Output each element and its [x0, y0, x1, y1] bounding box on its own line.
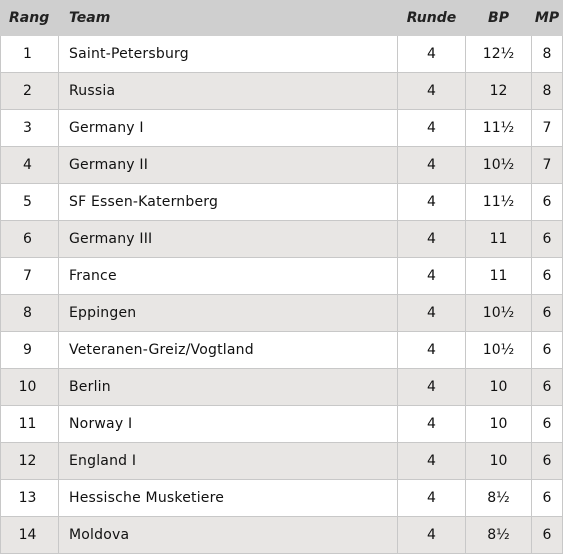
rank-cell: 5 — [0, 183, 59, 221]
rank-cell: 11 — [0, 405, 59, 443]
board-points-cell: 11 — [465, 257, 532, 295]
table-body: 1 Saint-Petersburg 4 12½ 8 2 Russia 4 12 8 3 German… — [0, 35, 563, 554]
rank-cell: 7 — [0, 257, 59, 295]
match-points-cell: 6 — [531, 368, 563, 406]
round-cell: 4 — [397, 146, 466, 184]
team-name-cell: Eppingen — [58, 294, 398, 332]
team-name-cell: Russia — [58, 72, 398, 110]
round-cell: 4 — [397, 331, 466, 369]
team-name-cell: Norway I — [58, 405, 398, 443]
match-points-cell: 7 — [531, 146, 563, 184]
rank-cell: 2 — [0, 72, 59, 110]
table-row: 8 Eppingen 4 10½ 6 — [0, 294, 563, 332]
match-points-cell: 6 — [531, 442, 563, 480]
match-points-cell: 8 — [531, 35, 563, 73]
rank-cell: 9 — [0, 331, 59, 369]
board-points-cell: 8½ — [465, 516, 532, 554]
match-points-cell: 7 — [531, 109, 563, 147]
board-points-cell: 10 — [465, 368, 532, 406]
table-row: 7 France 4 11 6 — [0, 257, 563, 295]
round-cell: 4 — [397, 479, 466, 517]
team-name-cell: Germany III — [58, 220, 398, 258]
table-row: 1 Saint-Petersburg 4 12½ 8 — [0, 35, 563, 73]
round-cell: 4 — [397, 368, 466, 406]
rank-cell: 13 — [0, 479, 59, 517]
round-cell: 4 — [397, 257, 466, 295]
rank-cell: 14 — [0, 516, 59, 554]
table-row: 12 England I 4 10 6 — [0, 442, 563, 480]
board-points-cell: 10½ — [465, 294, 532, 332]
rank-cell: 3 — [0, 109, 59, 147]
match-points-cell: 6 — [531, 294, 563, 332]
team-name-cell: England I — [58, 442, 398, 480]
board-points-cell: 12½ — [465, 35, 532, 73]
table-row: 6 Germany III 4 11 6 — [0, 220, 563, 258]
round-cell: 4 — [397, 72, 466, 110]
table-row: 5 SF Essen-Katernberg 4 11½ 6 — [0, 183, 563, 221]
rank-cell: 4 — [0, 146, 59, 184]
board-points-cell: 10 — [465, 405, 532, 443]
table-row: 14 Moldova 4 8½ 6 — [0, 516, 563, 554]
team-name-cell: Germany II — [58, 146, 398, 184]
table-header: Rang Team Runde BP MP — [0, 0, 563, 36]
header-rank: Rang — [0, 0, 59, 36]
round-cell: 4 — [397, 220, 466, 258]
match-points-cell: 6 — [531, 405, 563, 443]
match-points-cell: 8 — [531, 72, 563, 110]
board-points-cell: 12 — [465, 72, 532, 110]
table-row: 10 Berlin 4 10 6 — [0, 368, 563, 406]
team-name-cell: France — [58, 257, 398, 295]
board-points-cell: 8½ — [465, 479, 532, 517]
table-row: 11 Norway I 4 10 6 — [0, 405, 563, 443]
round-cell: 4 — [397, 516, 466, 554]
team-name-cell: Germany I — [58, 109, 398, 147]
table-row: 3 Germany I 4 11½ 7 — [0, 109, 563, 147]
rank-cell: 1 — [0, 35, 59, 73]
round-cell: 4 — [397, 442, 466, 480]
header-row: Rang Team Runde BP MP — [0, 0, 563, 36]
team-name-cell: Berlin — [58, 368, 398, 406]
round-cell: 4 — [397, 405, 466, 443]
board-points-cell: 11 — [465, 220, 532, 258]
board-points-cell: 10 — [465, 442, 532, 480]
header-bp: BP — [465, 0, 532, 36]
rank-cell: 12 — [0, 442, 59, 480]
header-team: Team — [58, 0, 398, 36]
header-round: Runde — [397, 0, 466, 36]
table-row: 2 Russia 4 12 8 — [0, 72, 563, 110]
match-points-cell: 6 — [531, 516, 563, 554]
round-cell: 4 — [397, 294, 466, 332]
match-points-cell: 6 — [531, 220, 563, 258]
team-name-cell: Hessische Musketiere — [58, 479, 398, 517]
match-points-cell: 6 — [531, 257, 563, 295]
round-cell: 4 — [397, 183, 466, 221]
team-name-cell: Saint-Petersburg — [58, 35, 398, 73]
board-points-cell: 11½ — [465, 109, 532, 147]
team-name-cell: Moldova — [58, 516, 398, 554]
table-row: 13 Hessische Musketiere 4 8½ 6 — [0, 479, 563, 517]
table-row: 4 Germany II 4 10½ 7 — [0, 146, 563, 184]
rank-cell: 8 — [0, 294, 59, 332]
team-name-cell: SF Essen-Katernberg — [58, 183, 398, 221]
team-name-cell: Veteranen-Greiz/Vogtland — [58, 331, 398, 369]
round-cell: 4 — [397, 109, 466, 147]
rank-cell: 10 — [0, 368, 59, 406]
board-points-cell: 10½ — [465, 331, 532, 369]
match-points-cell: 6 — [531, 479, 563, 517]
board-points-cell: 10½ — [465, 146, 532, 184]
round-cell: 4 — [397, 35, 466, 73]
rank-cell: 6 — [0, 220, 59, 258]
match-points-cell: 6 — [531, 183, 563, 221]
board-points-cell: 11½ — [465, 183, 532, 221]
match-points-cell: 6 — [531, 331, 563, 369]
header-mp: MP — [531, 0, 563, 36]
table-row: 9 Veteranen-Greiz/Vogtland 4 10½ 6 — [0, 331, 563, 369]
